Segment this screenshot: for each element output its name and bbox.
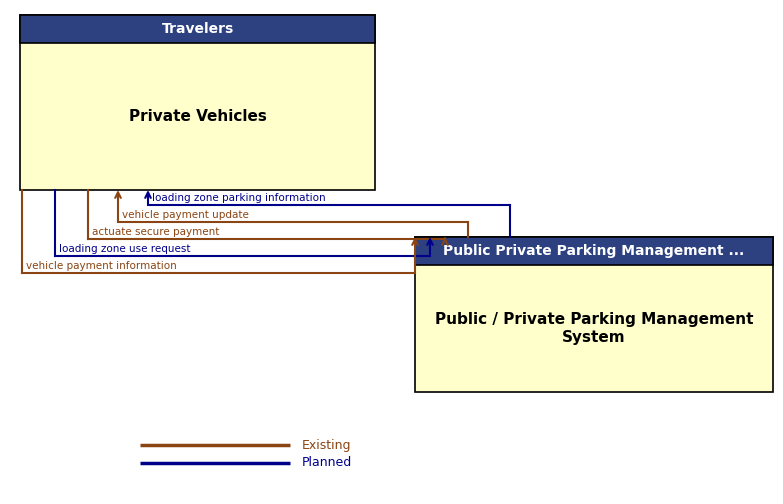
Text: Public / Private Parking Management
System: Public / Private Parking Management Syst…	[435, 312, 753, 345]
Text: Private Vehicles: Private Vehicles	[128, 109, 266, 124]
Bar	[415, 237, 773, 392]
Text: Existing: Existing	[302, 438, 352, 452]
Text: Public Private Parking Management ...: Public Private Parking Management ...	[443, 244, 745, 258]
Text: vehicle payment information: vehicle payment information	[26, 261, 177, 271]
Text: actuate secure payment: actuate secure payment	[92, 227, 219, 237]
Text: loading zone parking information: loading zone parking information	[152, 193, 326, 203]
Bar	[20, 15, 375, 190]
Text: vehicle payment update: vehicle payment update	[122, 210, 249, 220]
Text: Travelers: Travelers	[161, 22, 233, 36]
Text: Planned: Planned	[302, 457, 352, 470]
Text: loading zone use request: loading zone use request	[59, 244, 190, 254]
Bar	[415, 237, 773, 265]
Bar	[20, 15, 375, 43]
